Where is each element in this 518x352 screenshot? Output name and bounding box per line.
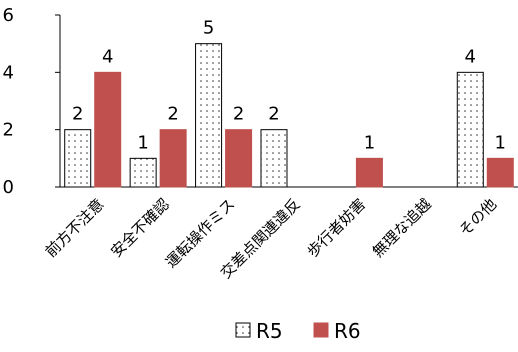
bar-r5-1: [129, 157, 157, 188]
y-axis-ticks: 0 2 4 6: [3, 5, 60, 198]
data-label-r6-6: 1: [495, 132, 506, 153]
data-label-r6-1: 2: [167, 104, 178, 125]
y-tick-label: 0: [3, 177, 14, 198]
legend-swatch-r6: [313, 322, 329, 338]
data-label-r6-0: 4: [102, 46, 113, 67]
bar-r5-2: [195, 43, 223, 188]
legend: R5 R6: [235, 319, 361, 343]
legend-swatch-r5: [235, 322, 251, 338]
bar-r5-0: [64, 129, 92, 188]
data-label-r5-2: 5: [203, 18, 214, 39]
y-tick-label: 6: [3, 5, 14, 26]
bar-r5-6: [456, 71, 484, 188]
bar-r5-3: [260, 129, 288, 188]
bar-r6-1: [159, 129, 187, 188]
category-label-0: 前方不注意: [42, 195, 108, 261]
bar-r6-6: [486, 157, 514, 188]
y-tick-label: 2: [3, 120, 14, 141]
bar-r6-2: [225, 129, 253, 188]
data-label-r6-2: 2: [233, 104, 244, 125]
bar-r6-4: [355, 157, 383, 188]
y-tick-label: 4: [3, 62, 14, 83]
category-label-6: その他: [456, 195, 501, 240]
data-label-r5-6: 4: [465, 46, 476, 67]
data-label-r6-4: 1: [364, 132, 375, 153]
category-label-4: 歩行者妨害: [303, 195, 369, 261]
axes: [59, 15, 518, 188]
category-label-5: 無理な追越: [369, 195, 435, 261]
legend-label-r6: R6: [334, 319, 361, 343]
bars: [64, 43, 514, 188]
category-label-1: 安全不確認: [107, 195, 173, 261]
data-label-r5-0: 2: [72, 104, 83, 125]
data-label-r5-1: 1: [137, 132, 148, 153]
legend-label-r5: R5: [256, 319, 283, 343]
bar-r6-0: [94, 71, 122, 188]
data-label-r5-3: 2: [268, 104, 279, 125]
